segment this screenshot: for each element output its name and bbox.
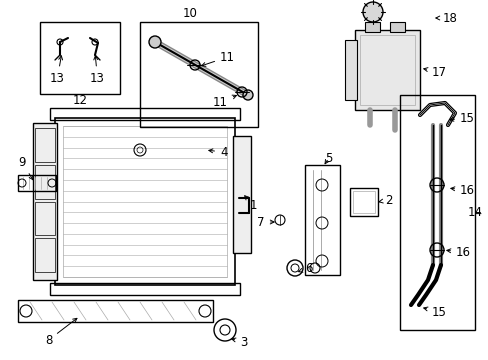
Text: 8: 8 — [45, 318, 77, 346]
Text: 10: 10 — [182, 6, 197, 19]
Text: 7: 7 — [257, 216, 274, 229]
Bar — [399, 95, 474, 330]
Bar — [40, 22, 120, 94]
Text: 14: 14 — [467, 206, 482, 219]
Bar — [359, 35, 414, 105]
Bar — [305, 165, 339, 275]
Text: 18: 18 — [435, 12, 457, 24]
Bar — [33, 123, 57, 280]
Circle shape — [362, 2, 382, 22]
Bar — [35, 202, 55, 235]
Bar — [35, 165, 55, 198]
Text: 16: 16 — [450, 184, 474, 197]
Circle shape — [149, 36, 161, 48]
Bar — [364, 22, 379, 32]
Text: 2: 2 — [378, 194, 392, 207]
Text: 13: 13 — [90, 56, 104, 85]
Text: 12: 12 — [72, 94, 87, 107]
Text: 11: 11 — [213, 95, 236, 108]
Bar — [389, 22, 404, 32]
Bar — [354, 30, 419, 110]
Text: 16: 16 — [446, 246, 470, 258]
Bar — [349, 188, 377, 216]
Bar — [35, 238, 55, 272]
Text: 1: 1 — [244, 196, 257, 212]
Text: 15: 15 — [423, 306, 446, 319]
Bar — [50, 283, 240, 295]
Bar — [18, 300, 213, 322]
Text: 15: 15 — [449, 112, 474, 125]
Bar — [55, 118, 235, 285]
Bar — [50, 108, 240, 120]
Bar — [352, 191, 374, 213]
Text: 11: 11 — [201, 50, 235, 66]
Text: 9: 9 — [18, 156, 33, 180]
Text: 6: 6 — [298, 261, 312, 274]
Bar — [18, 175, 56, 191]
Bar — [140, 22, 258, 127]
Bar — [35, 128, 55, 162]
Text: 3: 3 — [231, 336, 247, 348]
Text: 17: 17 — [423, 66, 446, 78]
Bar — [232, 136, 250, 253]
Text: 4: 4 — [208, 145, 227, 158]
Text: 5: 5 — [325, 152, 332, 165]
Bar — [63, 126, 226, 277]
Circle shape — [243, 90, 252, 100]
Bar — [345, 40, 356, 100]
Text: 13: 13 — [50, 56, 65, 85]
